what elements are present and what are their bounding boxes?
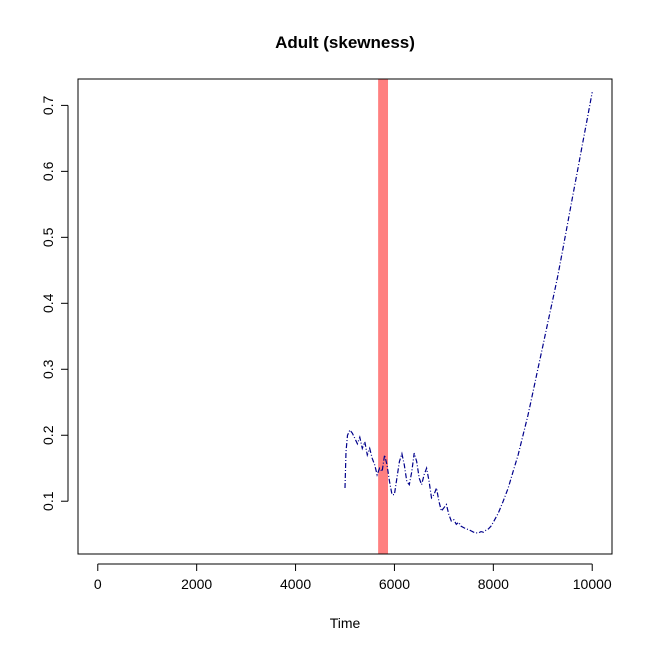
y-axis: 0.1 0.2 0.3 0.4 0.5 0.6 0.7	[40, 95, 69, 511]
y-tick-label: 0.2	[40, 425, 56, 445]
series-line-0	[344, 92, 593, 534]
y-tick-label: 0.4	[40, 293, 56, 313]
y-tick-label: 0.3	[40, 359, 56, 379]
plot-frame	[77, 78, 613, 555]
x-tick-label: 10000	[573, 576, 612, 592]
y-tick-label: 0.6	[40, 161, 56, 181]
y-tick-label: 0.7	[40, 95, 56, 115]
x-axis-label: Time	[330, 615, 361, 631]
x-tick-label: 0	[94, 576, 102, 592]
x-axis: 0 2000 4000 6000 8000 10000	[94, 563, 612, 592]
highlight-band-layer	[378, 79, 389, 554]
x-tick-label: 4000	[280, 576, 311, 592]
y-tick-label: 0.5	[40, 227, 56, 247]
chart-title: Adult (skewness)	[275, 33, 415, 52]
y-tick-label: 0.1	[40, 491, 56, 511]
x-tick-label: 6000	[379, 576, 410, 592]
highlight-band	[378, 79, 389, 554]
x-tick-label: 2000	[181, 576, 212, 592]
series-layer	[344, 92, 593, 534]
x-tick-label: 8000	[478, 576, 509, 592]
